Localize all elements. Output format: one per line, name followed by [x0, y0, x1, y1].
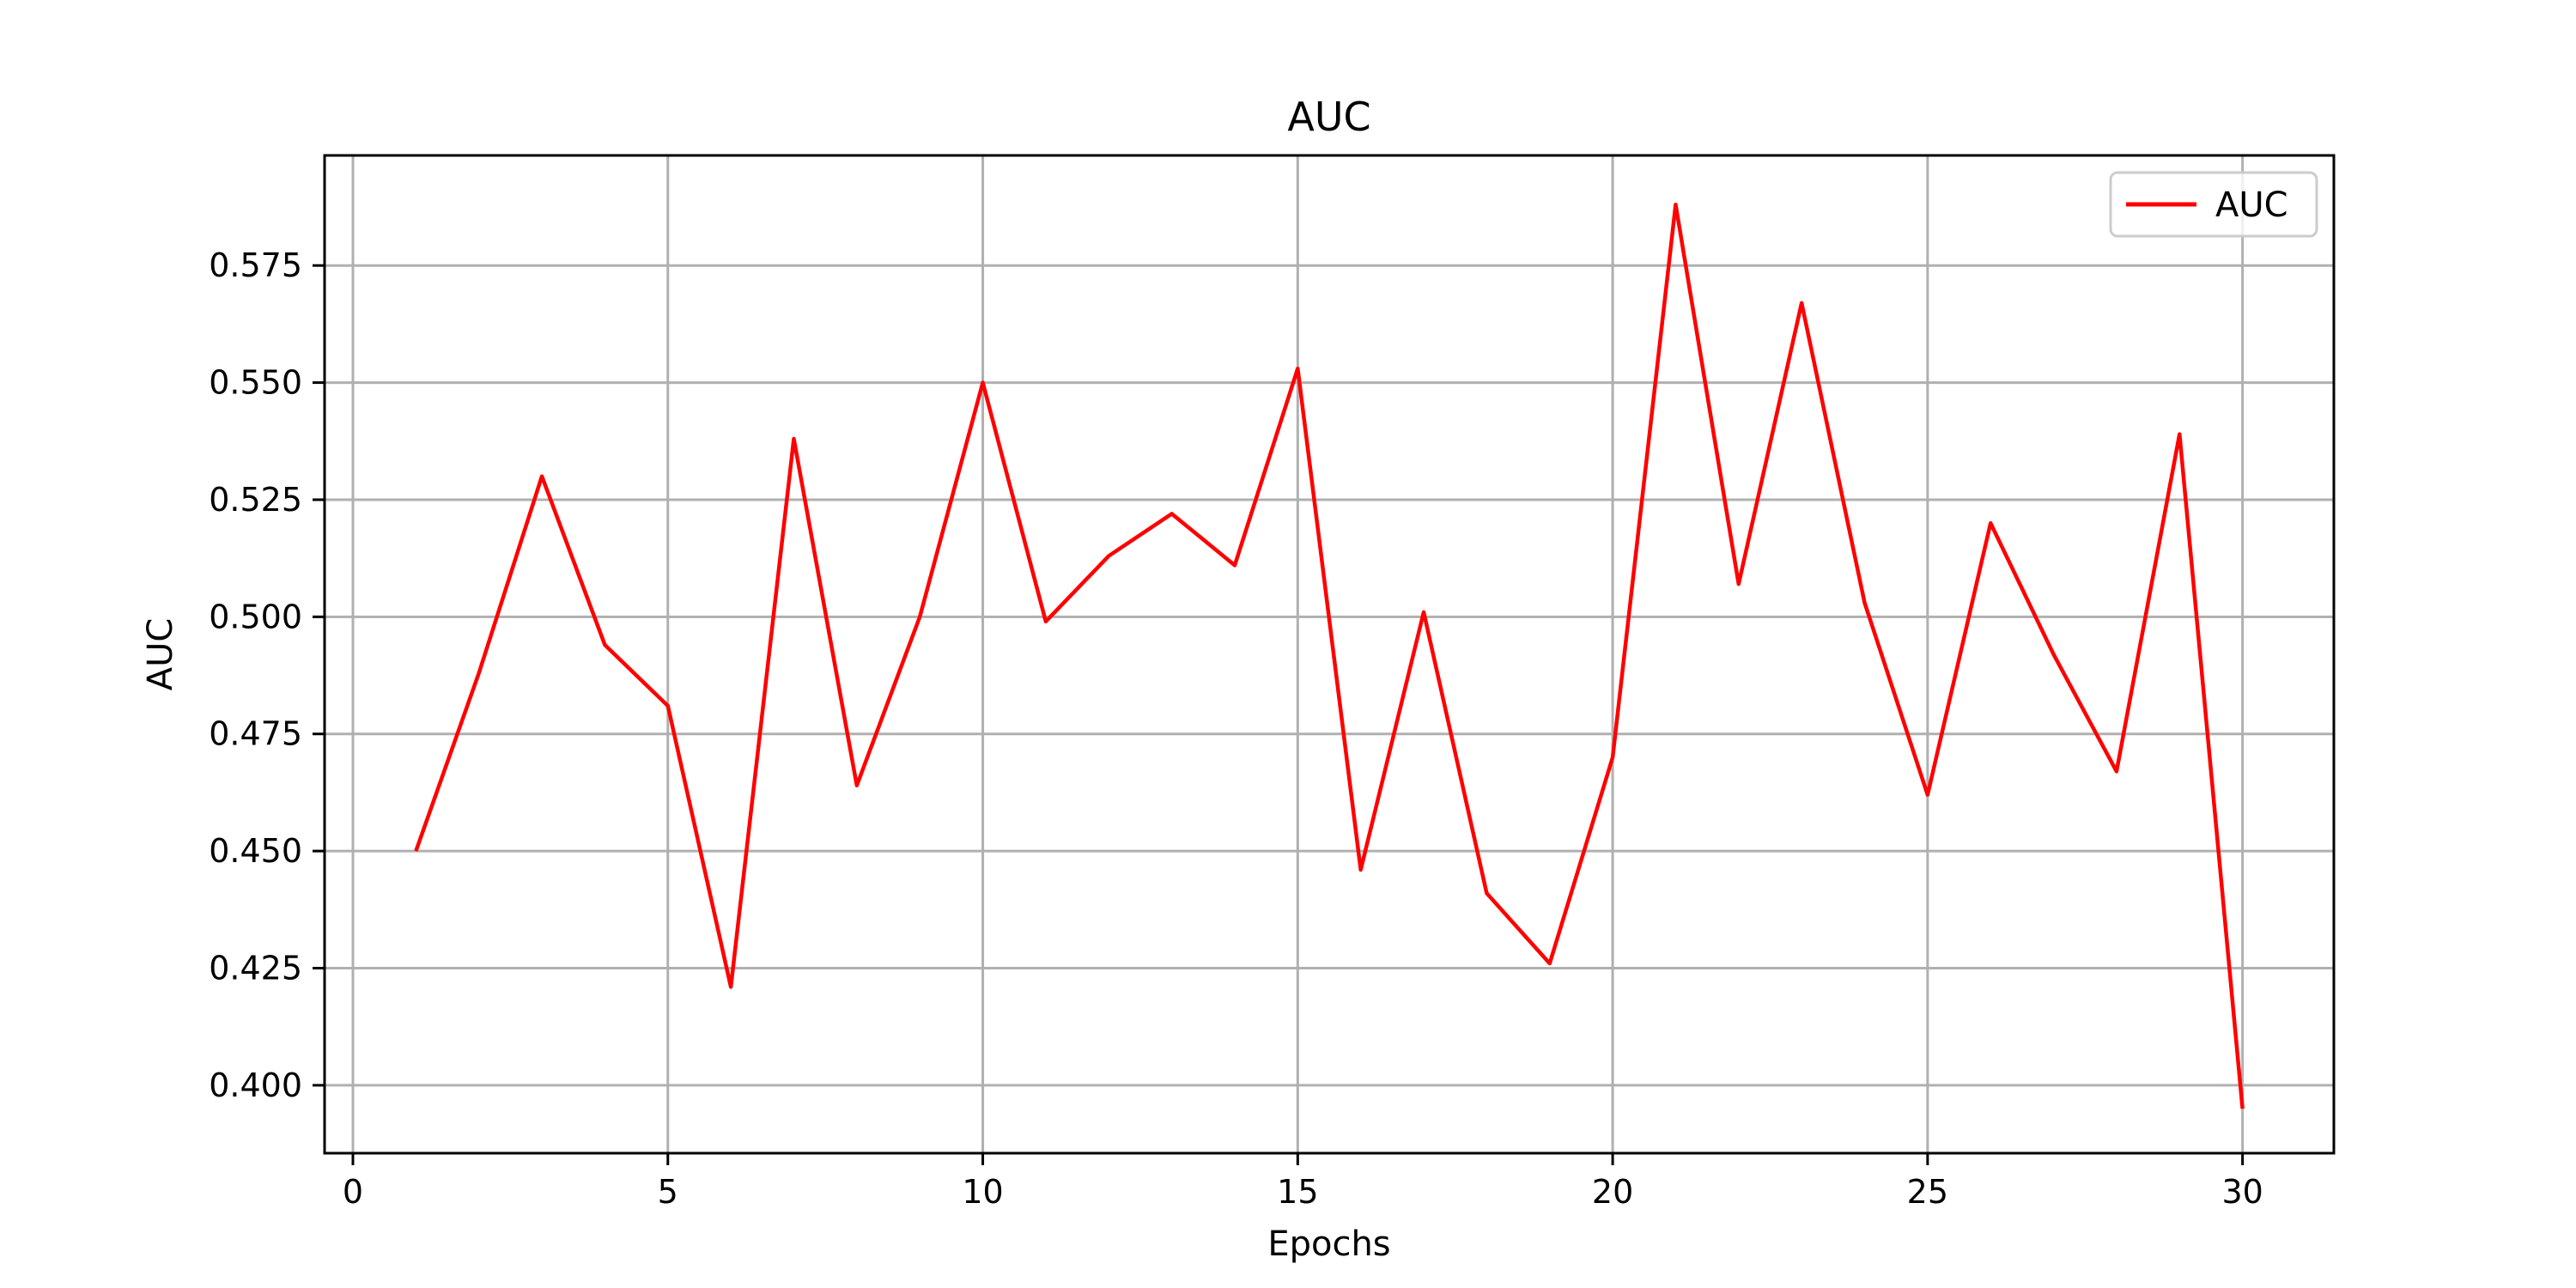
plot-frame	[323, 154, 2336, 1155]
y-tick-label: 0.525	[209, 481, 302, 519]
series-line-auc	[414, 203, 2245, 1109]
x-tick-label: 20	[1592, 1173, 1633, 1211]
y-tick-label: 0.575	[209, 246, 302, 284]
x-tick-label: 15	[1277, 1173, 1318, 1211]
y-tick-label: 0.500	[209, 598, 302, 635]
y-tick-label: 0.450	[209, 832, 302, 870]
legend-label-auc: AUC	[2215, 185, 2288, 225]
x-tick-label: 5	[658, 1173, 678, 1211]
y-tick-label: 0.475	[209, 715, 302, 753]
legend: AUC	[2109, 171, 2318, 238]
grid-lines	[325, 155, 2334, 1153]
x-tick-label: 30	[2221, 1173, 2263, 1211]
x-axis-label: Epochs	[1267, 1224, 1390, 1264]
y-axis-label: AUC	[141, 618, 180, 691]
x-tick-label: 0	[343, 1173, 363, 1211]
chart-title: AUC	[1287, 94, 1370, 140]
y-tick-label: 0.425	[209, 950, 302, 987]
y-tick-label: 0.400	[209, 1066, 302, 1104]
y-tick-label: 0.550	[209, 364, 302, 402]
x-tick-label: 10	[962, 1173, 1003, 1211]
axis-ticks: 0 5 10 15 20 25 30 0.400 0.425 0.450 0.475 0.500 0.5…	[209, 246, 2263, 1211]
x-tick-label: 25	[1907, 1173, 1948, 1211]
data-series	[414, 203, 2245, 1109]
legend-box	[2109, 171, 2318, 238]
